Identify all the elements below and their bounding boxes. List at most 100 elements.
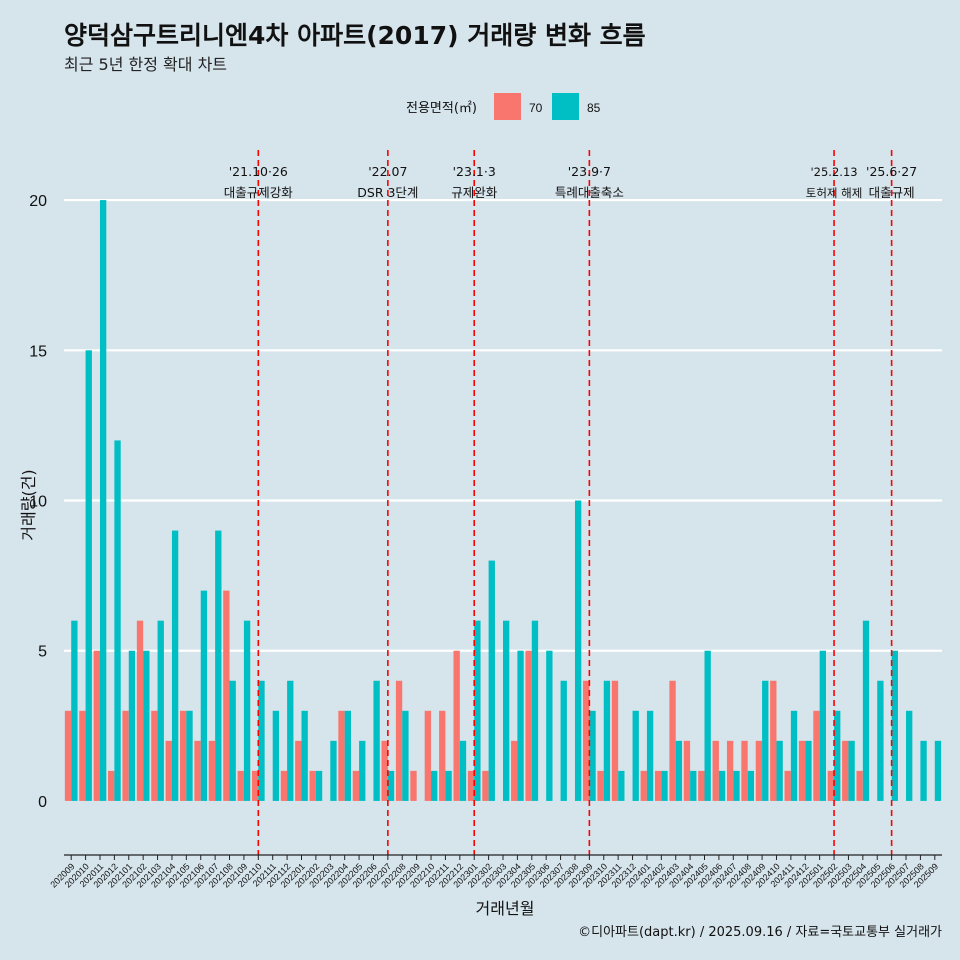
grid-lines (64, 198, 942, 652)
bar-70-202412 (798, 740, 806, 801)
bar-85-202406 (718, 770, 726, 801)
bar-85-202011 (99, 200, 107, 801)
bar-85-202501 (819, 650, 826, 801)
bar-70-202304 (511, 740, 518, 801)
bar-85-202203 (330, 740, 337, 801)
bar-70-202108 (223, 590, 230, 801)
bar-70-202107 (208, 740, 216, 801)
legend: 전용면적(㎡) 70 85 (406, 93, 601, 120)
bar-70-202204 (338, 710, 345, 801)
bar-85-202409 (762, 680, 769, 801)
bar-85-202307 (560, 680, 567, 801)
bar-70-202207 (381, 740, 388, 801)
bar-70-202110 (251, 770, 259, 801)
bar-70-202208 (395, 680, 403, 801)
bar-85-202211 (445, 770, 452, 801)
bar-70-202210 (424, 710, 432, 801)
bar-85-202502 (834, 710, 841, 801)
event-label-3: 특례대출축소 (555, 185, 624, 200)
bar-85-202009 (71, 620, 78, 801)
bar-85-202101 (128, 650, 136, 801)
y-tick-0: 0 (38, 794, 47, 811)
bar-70-202311 (611, 680, 619, 801)
event-label-2: 규제완화 (451, 185, 498, 200)
bar-85-202402 (661, 770, 668, 801)
bar-70-202109 (237, 770, 244, 801)
y-axis-title: 거래량(건) (19, 469, 38, 540)
event-markers: '21.10·26 대출규제강화 '22.07 DSR 3단계 '23.1·3 규제완화 '… (224, 150, 917, 855)
bar-85-202312 (632, 710, 639, 801)
x-axis: 2020092020102020112020122021012021022021… (48, 854, 942, 890)
bar-85-202205 (359, 740, 366, 801)
chart-subtitle: 최근 5년 한정 확대 차트 (64, 55, 227, 74)
bar-85-202407 (733, 770, 740, 801)
event-label-4: 토허제 해제 (806, 186, 863, 200)
y-axis: 0 5 10 15 20 (29, 193, 47, 811)
bar-70-202302 (482, 770, 489, 801)
bar-85-202102 (143, 650, 150, 801)
bar-85-202010 (85, 350, 92, 801)
bar-85-202408 (747, 770, 755, 801)
bar-85-202106 (200, 590, 208, 801)
bar-70-202202 (309, 770, 316, 801)
bar-85-202110 (258, 680, 265, 801)
bar-85-202305 (531, 620, 539, 801)
bar-70-202112 (280, 770, 288, 801)
bar-85-202303 (503, 620, 510, 801)
bar-85-202105 (186, 710, 193, 801)
bar-70-202010 (79, 710, 86, 801)
bar-70-202504 (856, 770, 863, 801)
y-tick-15: 15 (29, 343, 47, 360)
bar-85-202401 (646, 710, 654, 801)
bar-85-202112 (287, 680, 294, 801)
bar-85-202509 (934, 740, 942, 801)
bar-85-202404 (690, 770, 697, 801)
bar-85-202504 (862, 620, 870, 801)
legend-label-70: 70 (529, 101, 543, 115)
bar-85-202309 (589, 710, 596, 801)
event-date-4: '25.2.13 (811, 165, 858, 179)
event-date-2: '23.1·3 (453, 164, 496, 179)
bar-85-202301 (474, 620, 481, 801)
bar-85-202204 (344, 710, 351, 801)
chart-title: 양덕삼구트리니엔4차 아파트(2017) 거래량 변화 흐름 (64, 21, 646, 50)
bar-85-202410 (776, 740, 783, 801)
bar-70-202502 (827, 770, 835, 801)
bar-70-202009 (64, 710, 72, 801)
bar-85-202206 (373, 680, 380, 801)
event-date-5: '25.6·27 (866, 164, 917, 179)
bar-85-202505 (877, 680, 884, 801)
bar-85-202012 (114, 440, 121, 801)
bar-70-202407 (726, 740, 734, 801)
bar-85-202208 (402, 710, 409, 801)
event-date-0: '21.10·26 (229, 164, 288, 179)
bar-85-202411 (790, 710, 798, 801)
bar-70-202305 (525, 650, 532, 801)
bar-70-202501 (813, 710, 820, 801)
legend-swatch-85 (552, 93, 579, 120)
bar-85-202507 (906, 710, 913, 801)
bar-70-202309 (583, 680, 590, 801)
bar-70-202402 (654, 770, 662, 801)
bar-70-202405 (698, 770, 705, 801)
bar-70-202503 (842, 740, 849, 801)
bar-85-202304 (517, 650, 524, 801)
legend-title: 전용면적(㎡) (406, 101, 477, 116)
bar-70-202408 (741, 740, 748, 801)
event-label-0: 대출규제강화 (224, 185, 294, 200)
bar-85-202103 (157, 620, 164, 801)
bar-85-202107 (215, 530, 222, 801)
bar-70-202201 (295, 740, 302, 801)
bar-70-202105 (180, 710, 187, 801)
bar-70-202205 (352, 770, 360, 801)
bar-70-202310 (597, 770, 604, 801)
legend-label-85: 85 (587, 101, 601, 115)
y-tick-10: 10 (29, 494, 47, 511)
bar-70-202209 (410, 770, 417, 801)
event-date-1: '22.07 (368, 164, 407, 179)
bar-85-202302 (488, 560, 495, 801)
bar-85-202202 (315, 770, 323, 801)
bar-85-202503 (848, 740, 855, 801)
